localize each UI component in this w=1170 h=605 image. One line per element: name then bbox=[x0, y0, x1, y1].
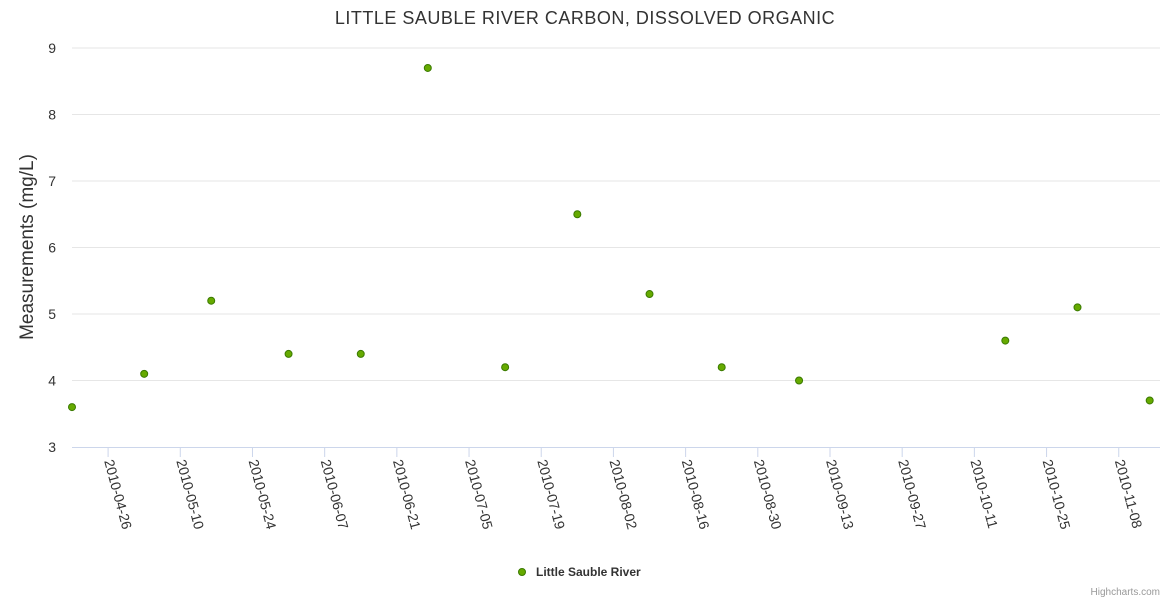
data-point[interactable] bbox=[140, 369, 149, 378]
data-point[interactable] bbox=[795, 376, 804, 385]
gridlines bbox=[72, 47, 1160, 381]
series-little-sauble-river[interactable] bbox=[68, 63, 1154, 412]
x-tick-label: 2010-07-05 bbox=[462, 458, 496, 532]
x-tick-label: 2010-06-21 bbox=[390, 458, 424, 532]
x-tick-label: 2010-11-08 bbox=[1112, 458, 1146, 531]
x-tick-label: 2010-05-24 bbox=[246, 458, 280, 532]
y-tick-label: 8 bbox=[48, 107, 56, 123]
legend-marker bbox=[518, 568, 526, 576]
y-tick-label: 6 bbox=[48, 240, 56, 256]
data-point[interactable] bbox=[356, 349, 365, 358]
data-point[interactable] bbox=[1073, 303, 1082, 312]
x-tick-label: 2010-09-27 bbox=[895, 458, 929, 532]
x-tick-label: 2010-08-30 bbox=[751, 458, 785, 532]
chart-title: LITTLE SAUBLE RIVER CARBON, DISSOLVED OR… bbox=[335, 8, 835, 28]
x-tick-label: 2010-08-16 bbox=[679, 458, 713, 532]
y-tick-label: 5 bbox=[48, 306, 56, 322]
legend[interactable]: Little Sauble River bbox=[518, 565, 642, 579]
x-tick-label: 2010-08-02 bbox=[607, 458, 641, 532]
x-tick-label: 2010-07-19 bbox=[534, 458, 568, 532]
data-point[interactable] bbox=[501, 363, 510, 372]
data-point[interactable] bbox=[645, 290, 654, 299]
credits-link[interactable]: Highcharts.com bbox=[1091, 587, 1160, 598]
data-point[interactable] bbox=[423, 63, 432, 72]
x-axis-ticks: 2010-04-26 2010-05-10 2010-05-24 2010-06-07… bbox=[101, 447, 1146, 532]
x-tick-label: 2010-05-10 bbox=[173, 458, 207, 532]
data-point[interactable] bbox=[68, 403, 76, 412]
y-axis-ticks: 3 4 5 6 7 8 9 bbox=[48, 40, 56, 455]
data-point[interactable] bbox=[207, 296, 216, 305]
legend-label[interactable]: Little Sauble River bbox=[536, 565, 641, 579]
data-point[interactable] bbox=[573, 210, 582, 219]
data-point[interactable] bbox=[1145, 396, 1154, 405]
x-tick-label: 2010-10-11 bbox=[967, 458, 1001, 531]
y-tick-label: 7 bbox=[48, 173, 56, 189]
y-tick-label: 3 bbox=[48, 439, 56, 455]
data-point[interactable] bbox=[717, 363, 726, 372]
y-tick-label: 4 bbox=[48, 373, 56, 389]
y-axis-title: Measurements (mg/L) bbox=[17, 154, 38, 340]
x-tick-label: 2010-06-07 bbox=[318, 458, 352, 532]
x-tick-label: 2010-04-26 bbox=[101, 458, 135, 532]
data-point[interactable] bbox=[284, 349, 293, 358]
x-tick-label: 2010-10-25 bbox=[1040, 458, 1074, 532]
y-tick-label: 9 bbox=[48, 40, 56, 56]
data-point[interactable] bbox=[1001, 336, 1010, 345]
x-tick-label: 2010-09-13 bbox=[823, 458, 857, 532]
